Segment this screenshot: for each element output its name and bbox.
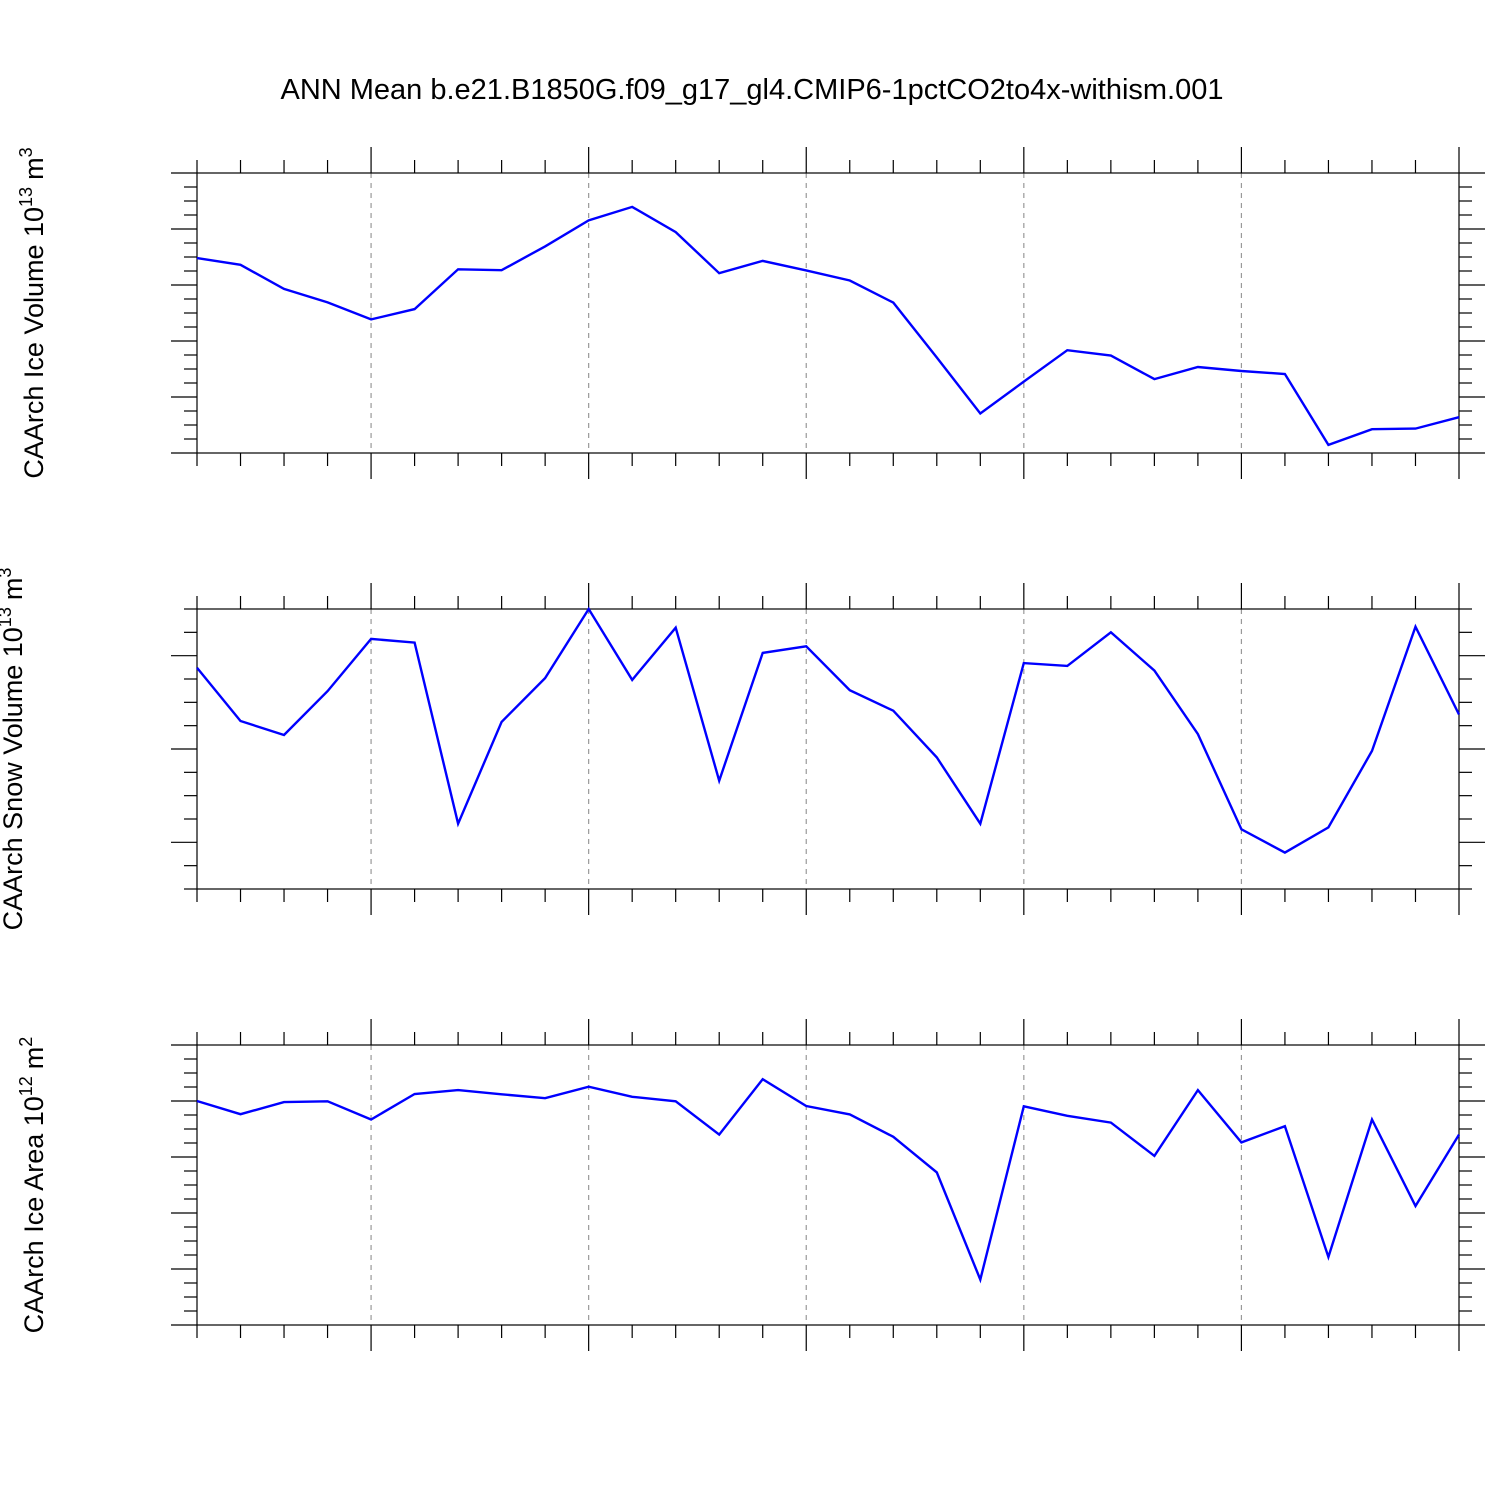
y-axis-label-unit-exponent: 2 — [16, 1037, 36, 1047]
y-axis-label: CAArch Ice Area 1012 m2 — [16, 1037, 49, 1334]
chart-panel-2: CAArch Snow Volume 1013 m3 — [0, 568, 1485, 931]
series-line — [196, 1077, 1461, 1284]
y-axis-label-exponent: 13 — [16, 187, 36, 207]
plot-frame — [196, 172, 1460, 454]
y-axis-label-unit: m — [19, 1047, 49, 1070]
y-axis-label-text: CAArch Ice Area 10 — [19, 1096, 49, 1333]
chart-panel-3: CAArch Ice Area 1012 m2 — [16, 1019, 1485, 1351]
y-axis-label-exponent: 12 — [16, 1076, 36, 1096]
series-line — [196, 205, 1460, 447]
y-axis-label-unit: m — [19, 157, 49, 180]
chart-panel-1: CAArch Ice Volume 1013 m3 — [16, 147, 1485, 479]
y-axis-label-unit-exponent: 3 — [0, 568, 15, 578]
y-axis-label: CAArch Snow Volume 1013 m3 — [0, 568, 28, 931]
y-axis-label-text: CAArch Snow Volume 10 — [0, 627, 28, 930]
y-axis-label-exponent: 13 — [0, 607, 15, 627]
y-axis-label-text: CAArch Ice Volume 10 — [19, 207, 49, 479]
plot-frame — [196, 608, 1460, 890]
plot-frame — [196, 1044, 1460, 1326]
y-axis-label: CAArch Ice Volume 1013 m3 — [16, 147, 49, 478]
y-axis-label-unit: m — [0, 578, 28, 601]
chart-title: ANN Mean b.e21.B1850G.f09_g17_gl4.CMIP6-… — [280, 74, 1223, 106]
series-line — [196, 606, 1461, 854]
y-axis-label-unit-exponent: 3 — [16, 147, 36, 157]
